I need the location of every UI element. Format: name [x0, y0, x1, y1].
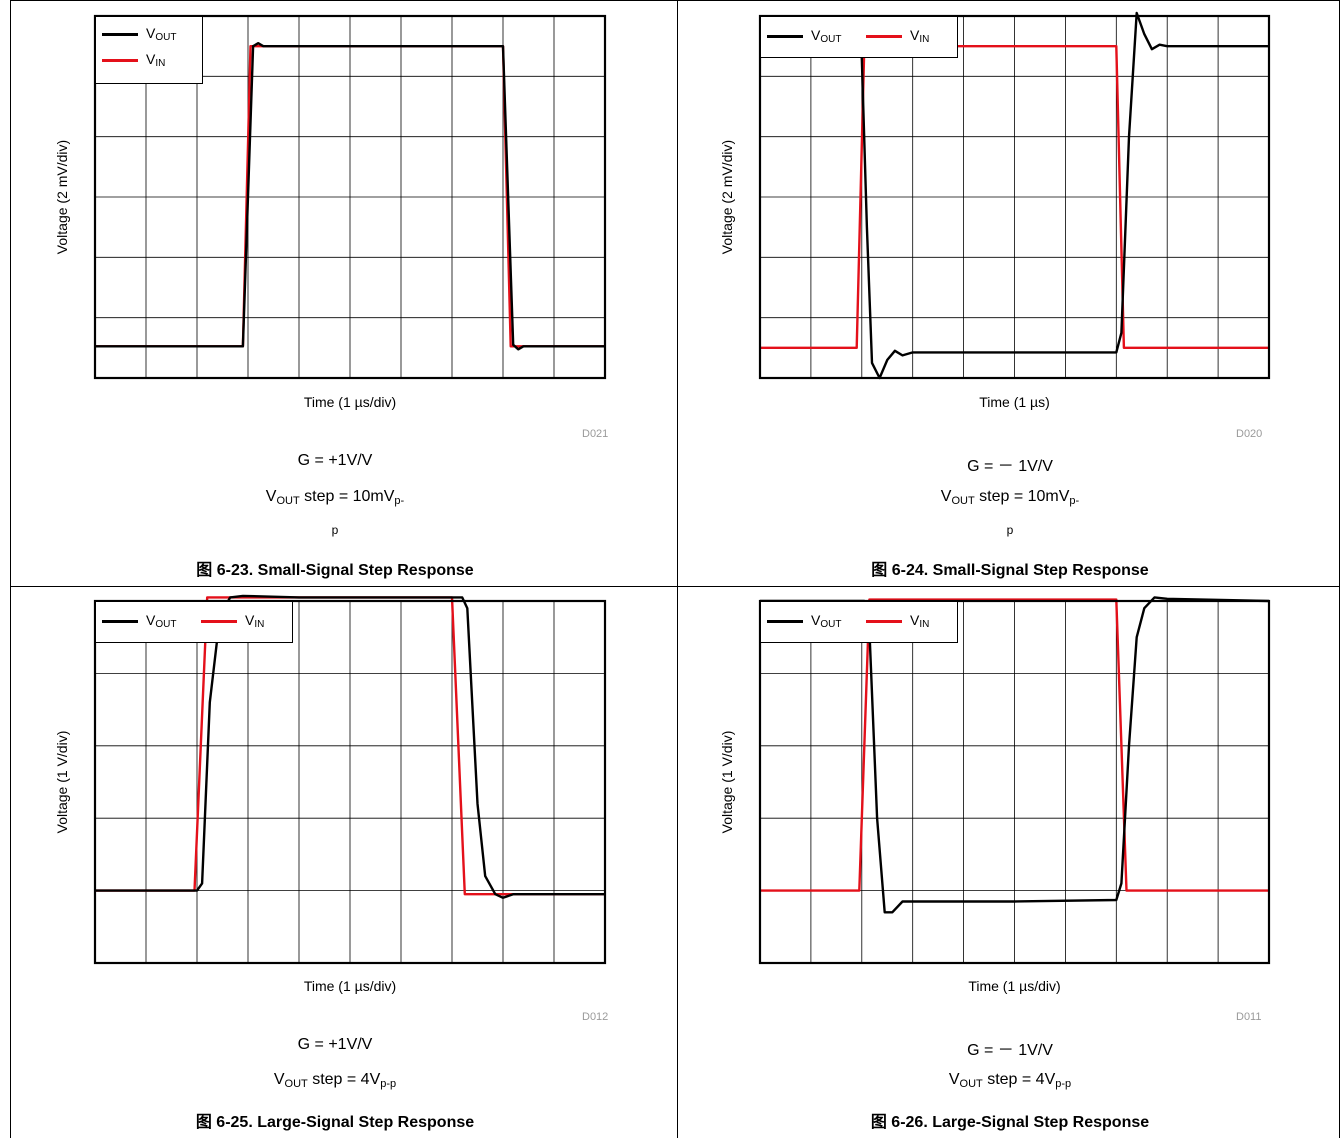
legend-item-vin: VIN: [866, 27, 929, 45]
figure-title: 图 6-24. Small-Signal Step Response: [871, 562, 1149, 579]
plot-area: [93, 14, 607, 380]
legend-swatch: [102, 58, 138, 62]
step-caption-wrap: p: [1006, 523, 1014, 537]
y-axis-label: Voltage (1 V/div): [719, 730, 735, 834]
chart-legend: VOUT VIN: [95, 16, 203, 84]
plot-frame: [758, 14, 1271, 380]
grid-center-divider: [677, 0, 678, 1138]
legend-item-vout: VOUT: [767, 612, 841, 630]
step-caption: VOUT step = 4Vp-p: [273, 1071, 397, 1090]
x-axis-label: Time (1 µs/div): [303, 978, 397, 994]
gain-caption: G = － 1V/V: [967, 458, 1053, 475]
legend-label: VIN: [910, 612, 930, 630]
legend-item-vin: VIN: [201, 612, 264, 630]
legend-swatch: [866, 619, 902, 623]
legend-item-vin: VIN: [866, 612, 929, 630]
series-vout-line: [95, 42, 605, 351]
plot-area: [758, 596, 1271, 965]
figure-code: D012: [582, 1011, 609, 1023]
figure-code: D020: [1236, 428, 1263, 440]
series-vout-line: [760, 11, 1269, 380]
plot-frame: [93, 599, 607, 965]
gain-caption: G = +1V/V: [297, 452, 373, 469]
gain-caption: G = +1V/V: [297, 1036, 373, 1053]
x-axis-label: Time (1 µs/div): [968, 978, 1061, 994]
series-vout-line: [760, 596, 1270, 914]
legend-label: VOUT: [146, 612, 177, 630]
y-axis-label: Voltage (2 mV/div): [719, 139, 735, 255]
chart-legend: VOUT VIN: [760, 601, 958, 643]
figure-title: 图 6-23. Small-Signal Step Response: [196, 562, 474, 579]
step-caption: VOUT step = 4Vp-p: [948, 1071, 1072, 1090]
series-vin-line: [760, 45, 1269, 349]
legend-item-vout: VOUT: [767, 27, 841, 45]
legend-label: VIN: [146, 51, 166, 69]
plot-area: [93, 594, 607, 965]
step-caption-wrap: p: [331, 523, 339, 537]
x-axis-label: Time (1 µs/div): [303, 394, 397, 410]
legend-label: VIN: [245, 612, 265, 630]
figure-code: D011: [1236, 1011, 1262, 1023]
series-vin-line: [760, 598, 1269, 892]
grid-left-border: [10, 0, 11, 1138]
legend-label: VIN: [910, 27, 930, 45]
legend-swatch: [201, 619, 237, 623]
legend-swatch: [102, 619, 138, 623]
plot-frame: [93, 14, 607, 380]
plot-area: [758, 11, 1271, 380]
step-caption: VOUT step = 10mVp-: [265, 488, 405, 507]
chart-legend: VOUT VIN: [760, 16, 958, 58]
figure-title: 图 6-26. Large-Signal Step Response: [870, 1114, 1150, 1131]
legend-swatch: [102, 32, 138, 36]
y-axis-label: Voltage (1 V/div): [54, 730, 70, 834]
y-axis-label: Voltage (2 mV/div): [54, 139, 70, 255]
legend-label: VOUT: [811, 27, 842, 45]
grid-row-divider: [10, 586, 1340, 587]
figure-title: 图 6-25. Large-Signal Step Response: [195, 1114, 475, 1131]
step-caption: VOUT step = 10mVp-: [940, 488, 1080, 507]
series-vout-line: [95, 594, 605, 899]
chart-legend: VOUT VIN: [95, 601, 293, 643]
figure-code: D021: [582, 428, 609, 440]
legend-swatch: [866, 34, 902, 38]
legend-swatch: [767, 619, 803, 623]
legend-label: VOUT: [811, 612, 842, 630]
grid-top-border: [10, 0, 1340, 1]
legend-item-vin: VIN: [102, 51, 165, 69]
legend-item-vout: VOUT: [102, 612, 176, 630]
plot-frame: [758, 599, 1271, 965]
gain-caption: G = － 1V/V: [967, 1042, 1053, 1059]
legend-swatch: [767, 34, 803, 38]
x-axis-label: Time (1 µs): [979, 394, 1050, 410]
legend-item-vout: VOUT: [102, 25, 176, 43]
legend-label: VOUT: [146, 25, 177, 43]
